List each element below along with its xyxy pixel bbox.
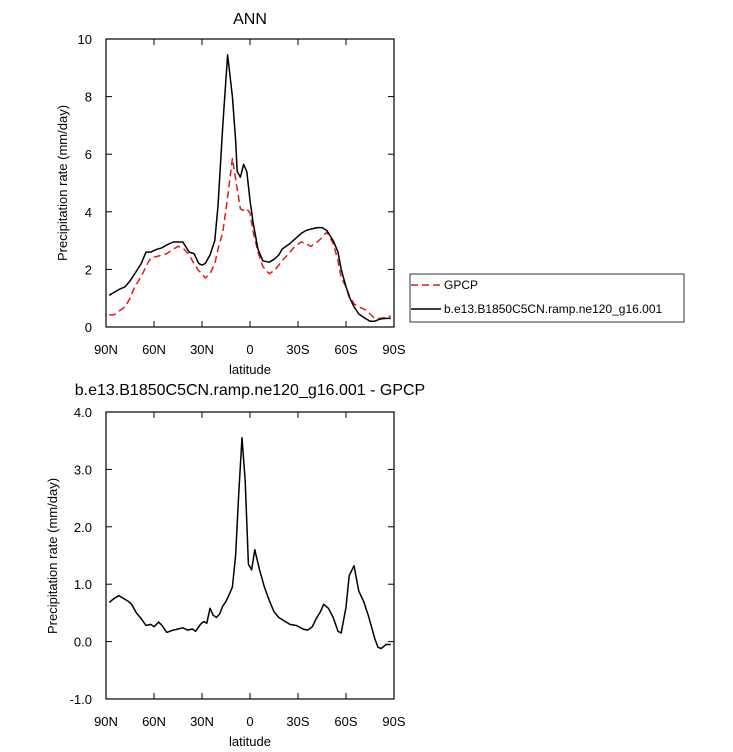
legend-label-gpcp: GPCP (444, 278, 478, 292)
top-chart-x-tick-label: 0 (246, 342, 253, 357)
bottom-chart-x-tick-label: 90N (94, 714, 118, 729)
bottom-chart-y-tick-label: 4.0 (74, 405, 92, 420)
bottom-chart-y-tick-label: 1.0 (74, 577, 92, 592)
top-chart-y-tick-label: 4 (85, 205, 92, 220)
bottom-chart-x-axis-label: latitude (229, 734, 271, 749)
top-chart-y-tick-label: 8 (85, 90, 92, 105)
top-chart-plot-frame (105, 38, 395, 328)
top-chart-x-tick-label: 30S (286, 342, 309, 357)
bottom-chart-x-tick-label: 90S (382, 714, 405, 729)
legend-box (409, 273, 685, 323)
top-chart-x-tick-label: 60N (142, 342, 166, 357)
bottom-chart-x-tick-label: 0 (246, 714, 253, 729)
bottom-chart-y-tick-label: -1.0 (70, 692, 92, 707)
bottom-chart-panel: b.e13.B1850C5CN.ramp.ne120_g16.001 - GPC… (45, 382, 425, 749)
top-chart-y-tick-label: 2 (85, 262, 92, 277)
bottom-chart-series-difference-line (108, 437, 391, 650)
top-chart-x-axis-label: latitude (229, 362, 271, 377)
bottom-chart-x-tick-label: 60N (142, 714, 166, 729)
bottom-chart-x-tick-label: 30N (190, 714, 214, 729)
bottom-chart-x-tick-label: 60S (334, 714, 357, 729)
bottom-chart-x-tick-label: 30S (286, 714, 309, 729)
bottom-chart-y-tick-label: 3.0 (74, 462, 92, 477)
top-chart-legend: GPCP b.e13.B1850C5CN.ramp.ne120_g16.001 (409, 273, 685, 323)
top-chart-x-tick-label: 60S (334, 342, 357, 357)
top-chart-y-tick-label: 10 (78, 32, 92, 47)
top-chart-title: ANN (233, 11, 267, 28)
bottom-chart-y-tick-label: 2.0 (74, 520, 92, 535)
top-chart-x-tick-label: 90N (94, 342, 118, 357)
top-chart-x-tick-label: 90S (382, 342, 405, 357)
bottom-chart-plot-frame (105, 411, 395, 700)
bottom-chart-title: b.e13.B1850C5CN.ramp.ne120_g16.001 - GPC… (75, 382, 425, 399)
top-chart-y-axis-label: Precipitation rate (mm/day) (55, 105, 70, 261)
top-chart-y-tick-label: 6 (85, 147, 92, 162)
top-chart-x-tick-label: 30N (190, 342, 214, 357)
bottom-chart-y-axis-label: Precipitation rate (mm/day) (45, 478, 60, 634)
bottom-chart-y-tick-label: 0.0 (74, 635, 92, 650)
top-chart-y-tick-label: 0 (85, 320, 92, 335)
legend-label-model: b.e13.B1850C5CN.ramp.ne120_g16.001 (444, 302, 662, 316)
top-chart-series-model-line (108, 54, 391, 322)
top-chart-series-gpcp-line (109, 157, 391, 320)
